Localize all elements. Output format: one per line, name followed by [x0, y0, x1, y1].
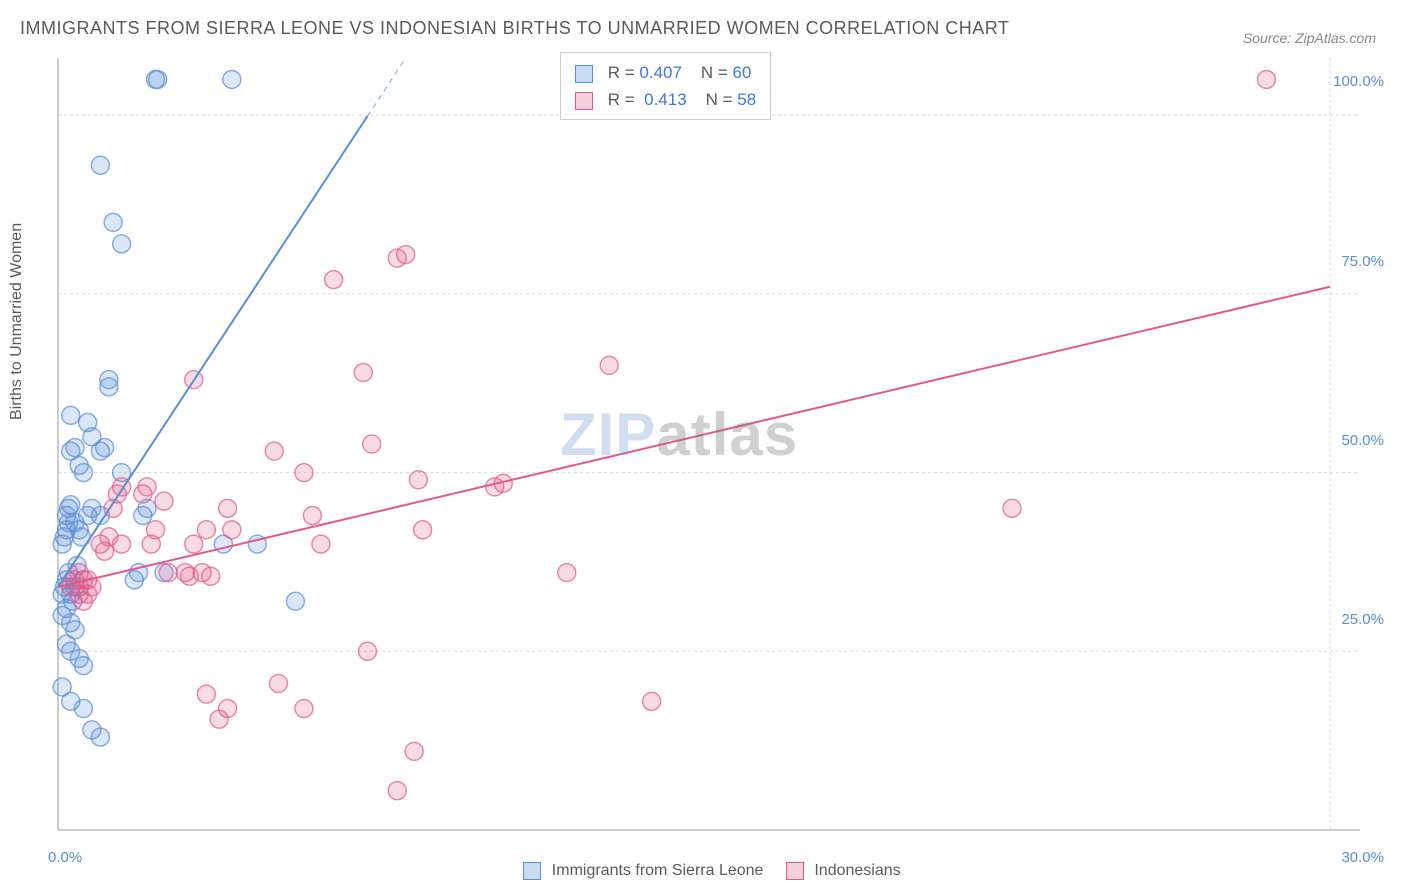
n-label: N =	[706, 90, 733, 109]
source-attribution: Source: ZipAtlas.com	[1243, 30, 1376, 46]
n-label: N =	[701, 63, 728, 82]
y-tick-25: 25.0%	[1341, 611, 1384, 628]
r-value-2: 0.413	[644, 90, 687, 109]
scatter-chart-svg	[50, 50, 1370, 840]
series-legend: Immigrants from Sierra Leone Indonesians	[0, 862, 1406, 880]
r-label: R =	[608, 63, 635, 82]
n-value-1: 60	[733, 63, 752, 82]
chart-title: IMMIGRANTS FROM SIERRA LEONE VS INDONESI…	[20, 18, 1009, 39]
y-axis-label: Births to Unmarried Women	[8, 223, 26, 420]
legend-swatch-1	[575, 65, 593, 83]
legend-label-sierra-leone: Immigrants from Sierra Leone	[552, 862, 764, 879]
y-tick-100: 100.0%	[1333, 73, 1384, 90]
x-tick-30: 30.0%	[1341, 849, 1384, 866]
legend-swatch-sierra-leone	[523, 862, 541, 880]
legend-label-indonesians: Indonesians	[814, 862, 900, 879]
legend-row-series-1: R = 0.407 N = 60	[575, 59, 756, 86]
x-tick-0: 0.0%	[48, 849, 82, 866]
legend-row-series-2: R = 0.413 N = 58	[575, 86, 756, 113]
n-value-2: 58	[737, 90, 756, 109]
r-value-1: 0.407	[639, 63, 682, 82]
legend-swatch-indonesians	[786, 862, 804, 880]
chart-area	[50, 50, 1370, 840]
y-tick-50: 50.0%	[1341, 432, 1384, 449]
legend-swatch-2	[575, 92, 593, 110]
correlation-legend: R = 0.407 N = 60 R = 0.413 N = 58	[560, 52, 771, 120]
y-tick-75: 75.0%	[1341, 253, 1384, 270]
r-label: R =	[608, 90, 635, 109]
